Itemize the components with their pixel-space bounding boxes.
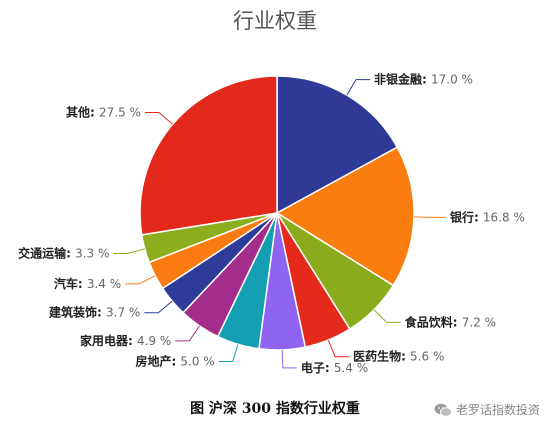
figure-caption: 图 沪深 300 指数行业权重 — [190, 401, 360, 417]
chart-title: 行业权重 — [233, 9, 317, 33]
leader-line-4 — [281, 349, 297, 369]
watermark-text: 老罗话指数投资 — [455, 403, 540, 417]
slice-label-3: 医药生物: 5.6 % — [353, 349, 444, 364]
slice-label-2: 食品饮料: 7.2 % — [404, 314, 496, 329]
leader-line-2 — [373, 309, 401, 323]
pie-chart: 行业权重 非银金融: 17.0 % 银行: 16.8 % 食品饮料: 7.2 % 医药… — [18, 9, 525, 375]
pie-slice-0 — [276, 75, 399, 215]
leader-line-9 — [113, 248, 145, 255]
slice-label-5: 房地产: 5.0 % — [135, 354, 214, 369]
slice-label-1: 银行: 16.8 % — [450, 209, 525, 224]
wechat-icon — [434, 403, 452, 417]
slice-label-10: 其他: 27.5 % — [66, 105, 141, 120]
leader-line-0 — [346, 79, 371, 96]
slice-label-0: 非银金融: 17.0 % — [374, 72, 473, 87]
slice-label-8: 汽车: 3.4 % — [54, 276, 121, 291]
leader-line-5 — [218, 344, 239, 363]
leader-line-10 — [144, 112, 173, 125]
slice-label-4: 电子: 5.4 % — [301, 360, 368, 375]
leader-line-6 — [175, 325, 200, 342]
watermark: 老罗话指数投资 — [434, 401, 540, 418]
slice-label-6: 家用电器: 4.9 % — [80, 333, 171, 348]
leader-line-1 — [413, 216, 446, 218]
leader-line-3 — [327, 339, 350, 358]
pie-slice-10 — [139, 75, 278, 236]
leader-line-8 — [125, 275, 156, 285]
slice-label-9: 交通运输: 3.3 % — [18, 246, 109, 261]
slice-label-7: 建筑装饰: 3.7 % — [48, 305, 140, 320]
pie-slice-1 — [275, 146, 415, 287]
leader-line-7 — [144, 300, 173, 314]
